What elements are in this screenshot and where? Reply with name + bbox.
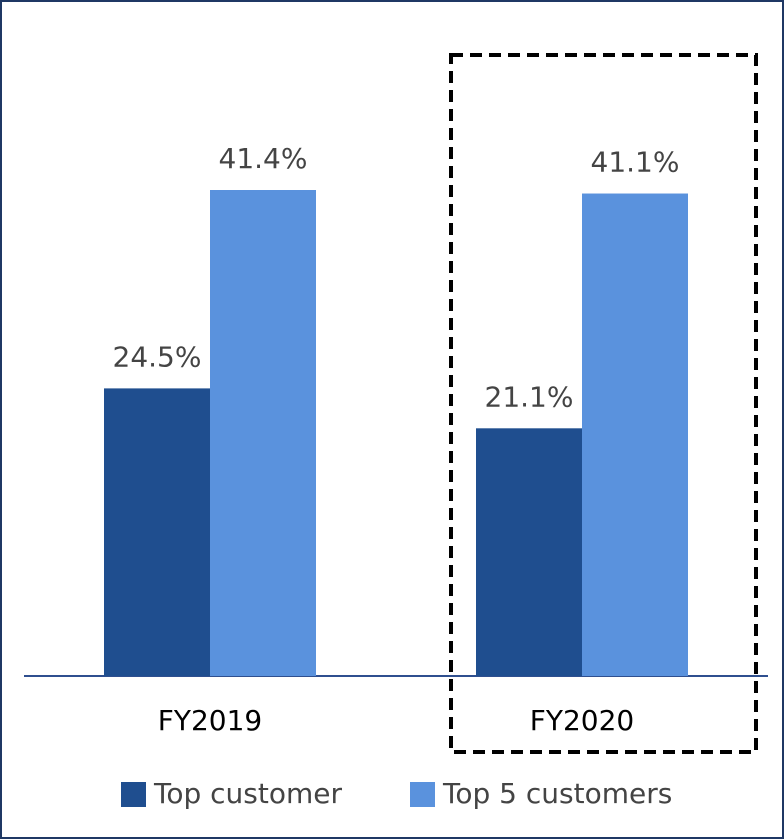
- bar: [210, 190, 316, 676]
- x-tick-label: FY2020: [530, 704, 634, 737]
- bar: [582, 193, 688, 677]
- data-label: 21.1%: [485, 380, 574, 413]
- x-tick-label: FY2019: [158, 704, 262, 737]
- data-label: 41.4%: [219, 142, 308, 175]
- bar: [104, 388, 210, 676]
- data-label: 24.5%: [113, 340, 202, 373]
- legend-label: Top customer: [153, 777, 342, 810]
- legend-label: Top 5 customers: [442, 777, 672, 810]
- data-label: 41.1%: [591, 146, 680, 179]
- legend-swatch: [121, 782, 146, 807]
- bar: [476, 428, 582, 676]
- highlight-box: [449, 53, 758, 754]
- legend-swatch: [410, 782, 435, 807]
